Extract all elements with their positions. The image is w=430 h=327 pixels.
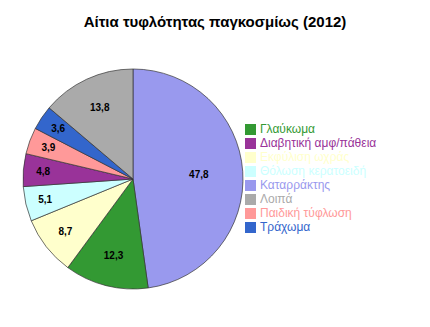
html-text:Εκφύλιση ωχράς: Εκφύλιση ωχράς [260,149,350,164]
html-text:Λοιπά: Λοιπά [260,191,293,206]
svg-text:3,6: 3,6 [51,123,65,134]
html-text:Καταρράκτης: Καταρράκτης [260,177,331,192]
svg-text:12,3: 12,3 [104,250,124,261]
html-text:Αίτια τυφλότητας παγκοσμίως (2: Αίτια τυφλότητας παγκοσμίως (2012) [83,13,347,30]
svg-text:13,8: 13,8 [90,102,110,113]
html-text:Διαβητική αμφ/πάθεια: Διαβητική αμφ/πάθεια [260,135,377,150]
svg-text:5,1: 5,1 [38,194,52,205]
svg-text:4,8: 4,8 [36,166,50,177]
html-text:Τράχωμα: Τράχωμα [260,219,311,234]
svg-text:3,9: 3,9 [41,142,55,153]
svg-text:8,7: 8,7 [58,226,72,237]
html-text:Γλαύκωμα: Γλαύκωμα [260,121,315,136]
html-text:Παιδική τύφλωση: Παιδική τύφλωση [260,205,352,220]
svg-text:47,8: 47,8 [189,169,209,180]
html-text:Θόλωση κερατοειδή: Θόλωση κερατοειδή [260,163,367,178]
